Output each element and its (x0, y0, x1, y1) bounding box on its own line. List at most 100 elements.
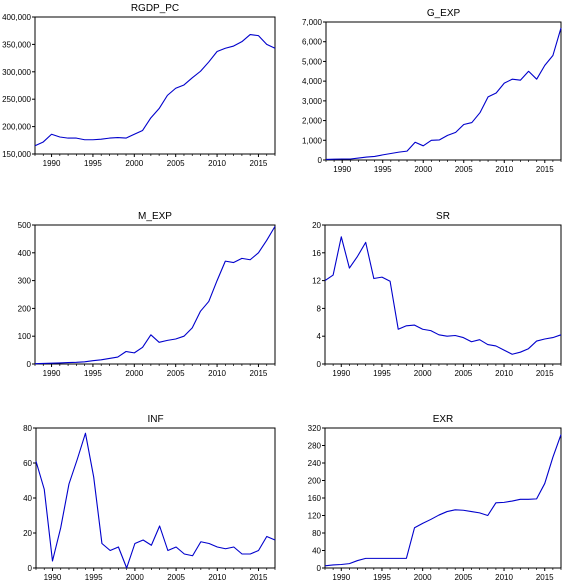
plot-frame (324, 427, 562, 569)
y-tick-label: 400,000 (2, 13, 31, 22)
chart-panel-exr: EXR 0 40 80 120 160 200 240 280 320 1990 1995 2000 20… (308, 414, 562, 582)
x-tick-label: 2010 (208, 159, 226, 168)
x-tick-label: 2000 (414, 573, 432, 582)
chart-title: G_EXP (427, 8, 461, 19)
y-tick-label: 80 (312, 529, 321, 538)
x-tick-label: 2000 (125, 369, 143, 378)
x-tick-label: 2015 (250, 369, 268, 378)
y-tick-label: 3,000 (302, 97, 323, 106)
y-tick-label: 80 (23, 424, 32, 433)
y-tick-label: 12 (312, 277, 321, 286)
x-tick-label: 2010 (495, 573, 513, 582)
series-line (35, 432, 276, 569)
x-tick-label: 1990 (332, 369, 350, 378)
y-tick-label: 0 (318, 156, 323, 165)
chart-panel-g-exp: G_EXP 0 1,000 2,000 3,000 4,000 5,000 6,000 7,00… (302, 8, 562, 174)
series-line (324, 434, 562, 567)
chart-title: EXR (433, 414, 454, 425)
x-tick-label: 1990 (44, 573, 62, 582)
x-tick-label: 1990 (43, 159, 61, 168)
y-tick-label: 300 (18, 277, 32, 286)
x-tick-label: 2000 (414, 369, 432, 378)
x-tick-label: 2010 (495, 165, 513, 174)
chart-panel-inf: INF 0 20 40 60 80 1990 1995 2000 2005 2010 2015 (23, 414, 276, 582)
y-tick-label: 160 (308, 494, 322, 503)
y-tick-label: 0 (317, 564, 322, 573)
chart-title: INF (147, 414, 163, 425)
x-tick-label: 2015 (536, 573, 554, 582)
y-tick-label: 8 (317, 304, 322, 313)
y-tick-label: 20 (23, 529, 32, 538)
x-tick-label: 1995 (85, 573, 103, 582)
plot-frame (325, 21, 562, 161)
series-line (324, 236, 562, 355)
series-line (34, 226, 276, 365)
y-tick-label: 100 (18, 332, 32, 341)
x-tick-label: 2005 (455, 165, 473, 174)
x-tick-label: 2010 (208, 573, 226, 582)
x-tick-label: 1990 (332, 573, 350, 582)
y-tick-label: 200 (308, 477, 322, 486)
x-tick-label: 2010 (208, 369, 226, 378)
x-tick-label: 1995 (84, 159, 102, 168)
y-tick-label: 0 (317, 360, 322, 369)
y-tick-label: 280 (308, 442, 322, 451)
x-tick-label: 1995 (373, 573, 391, 582)
y-tick-label: 1,000 (302, 136, 323, 145)
y-tick-label: 0 (27, 360, 32, 369)
chart-panel-m-exp: M_EXP 0 100 200 300 400 500 1990 1995 2000 2005 201… (18, 211, 276, 378)
y-tick-label: 250,000 (2, 95, 31, 104)
y-tick-label: 150,000 (2, 150, 31, 159)
x-tick-label: 1995 (84, 369, 102, 378)
x-tick-label: 2005 (454, 369, 472, 378)
y-tick-label: 5,000 (302, 57, 323, 66)
y-tick-label: 240 (308, 459, 322, 468)
plot-frame (324, 224, 562, 365)
y-tick-label: 320 (308, 424, 322, 433)
y-tick-label: 300,000 (2, 68, 31, 77)
y-tick-label: 4 (317, 332, 322, 341)
y-tick-label: 40 (312, 547, 321, 556)
y-tick-label: 20 (312, 221, 321, 230)
x-tick-label: 1995 (373, 369, 391, 378)
y-tick-label: 120 (308, 512, 322, 521)
y-tick-label: 2,000 (302, 117, 323, 126)
series-line (34, 33, 276, 147)
y-tick-label: 350,000 (2, 40, 31, 49)
chart-panel-rgdp-pc: RGDP_PC 150,000 200,000 250,000 300,000 350,0… (2, 3, 276, 168)
x-tick-label: 2000 (414, 165, 432, 174)
chart-title: RGDP_PC (131, 3, 179, 14)
x-tick-label: 2005 (167, 369, 185, 378)
y-tick-label: 16 (312, 249, 321, 258)
y-tick-label: 4,000 (302, 77, 323, 86)
x-tick-label: 2000 (125, 159, 143, 168)
chart-title: SR (436, 211, 450, 222)
y-tick-label: 40 (23, 494, 32, 503)
y-tick-label: 7,000 (302, 18, 323, 27)
y-tick-label: 0 (28, 564, 33, 573)
x-tick-label: 2000 (126, 573, 144, 582)
plot-frame (34, 16, 276, 155)
plot-frame (34, 224, 276, 365)
plot-frame (35, 427, 276, 569)
x-tick-label: 2010 (495, 369, 513, 378)
y-tick-label: 400 (18, 249, 32, 258)
x-tick-label: 1990 (333, 165, 351, 174)
x-tick-label: 1995 (374, 165, 392, 174)
x-tick-label: 2015 (250, 159, 268, 168)
x-tick-label: 2005 (454, 573, 472, 582)
y-tick-label: 6,000 (302, 38, 323, 47)
chart-panel-sr: SR 0 4 8 12 16 20 1990 1995 2000 2005 2010 2015 (312, 211, 562, 378)
x-tick-label: 2015 (536, 369, 554, 378)
series-line (325, 27, 562, 160)
x-tick-label: 2015 (536, 165, 554, 174)
x-tick-label: 2015 (250, 573, 268, 582)
x-tick-label: 2005 (167, 159, 185, 168)
x-tick-label: 2005 (167, 573, 185, 582)
y-tick-label: 200 (18, 304, 32, 313)
y-tick-label: 200,000 (2, 123, 31, 132)
y-tick-label: 500 (18, 221, 32, 230)
y-tick-label: 60 (23, 459, 32, 468)
x-tick-label: 1990 (43, 369, 61, 378)
